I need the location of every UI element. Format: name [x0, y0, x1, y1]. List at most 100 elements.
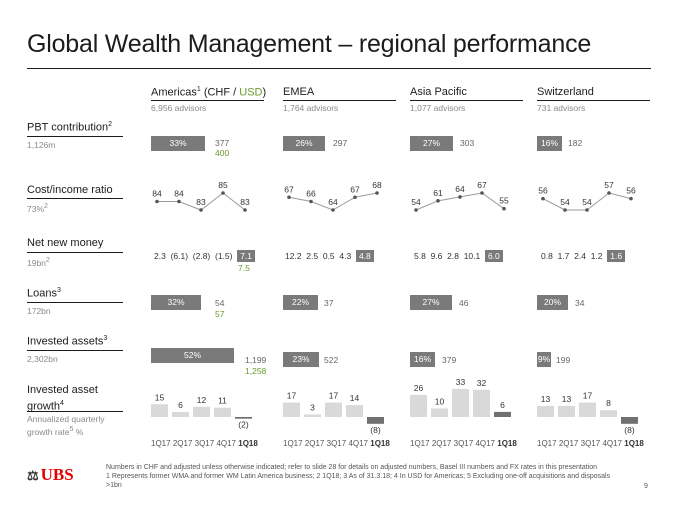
- invested-assets-value: 199: [556, 355, 571, 365]
- growth-bar-label: 6: [500, 400, 505, 410]
- loans-value: 54: [215, 298, 225, 308]
- row-subtotal: 73%2: [27, 202, 48, 214]
- quarter-label: 3Q17: [194, 439, 215, 448]
- growth-bar: [214, 407, 231, 417]
- growth-bar: [346, 405, 363, 417]
- cost-income-label: 84: [174, 189, 184, 199]
- cost-income-label: 54: [560, 197, 570, 207]
- pbt-value-usd: 400: [215, 148, 230, 158]
- cost-income-point: [607, 191, 611, 195]
- ubs-keys-icon: ⚖: [27, 468, 39, 483]
- cost-income-label: 57: [604, 180, 614, 190]
- invested-assets-share-bar: 16%: [410, 352, 435, 367]
- cost-income-point: [585, 208, 589, 212]
- row-header-invested-asset-growth: Invested asset growth4: [27, 384, 127, 414]
- footnote-ref: 3: [103, 335, 108, 342]
- cost-income-label: 67: [477, 180, 487, 190]
- quarter-label-latest: 1Q18: [238, 439, 258, 448]
- cost-income-point: [541, 196, 545, 201]
- quarter-label-latest: 1Q18: [624, 439, 644, 448]
- row-label: Invested asset growth: [27, 384, 98, 413]
- cost-income-point: [414, 208, 418, 212]
- growth-bar-label: 8: [606, 398, 611, 408]
- growth-bar: [235, 417, 252, 419]
- row-subtotal: 2,302bn: [27, 354, 58, 364]
- nnm-value: 2.8: [447, 251, 459, 261]
- cost-income-label: 54: [582, 197, 592, 207]
- row-label: Invested assets: [27, 335, 104, 348]
- quarter-axis: 1Q17 2Q17 3Q17 4Q17 1Q18: [537, 439, 644, 448]
- currency-label: (CHF /: [203, 86, 240, 99]
- footnote-line: 1 Represents former WMA and former WM La…: [106, 473, 611, 489]
- pbt-value: 303: [460, 138, 475, 148]
- nnm-latest-value: 6.0: [484, 250, 503, 262]
- row-subtotal: Annualized quarterly growth rate5 %: [27, 414, 105, 437]
- row-label: Loans: [27, 287, 57, 300]
- cost-income-label: 85: [218, 180, 228, 190]
- quarter-label: 1Q17: [537, 439, 557, 448]
- growth-bar-label: 13: [541, 394, 551, 404]
- footnote-ref: 2: [108, 121, 113, 128]
- quarter-label: 2Q17: [431, 439, 452, 448]
- nnm-value: 2.4: [574, 251, 586, 261]
- growth-bar-label: 14: [350, 393, 360, 403]
- row-header-cost-income: Cost/income ratio: [27, 184, 113, 196]
- row-label: PBT contribution: [27, 121, 109, 134]
- row-header-pbt: PBT contribution2: [27, 121, 112, 134]
- cost-income-point: [221, 191, 225, 195]
- cost-income-point: [353, 195, 357, 200]
- nnm-value: 0.5: [322, 251, 335, 261]
- growth-bar: [473, 389, 490, 417]
- growth-bar: [367, 417, 384, 424]
- nnm-value: 12.2: [285, 251, 302, 261]
- nnm-value: 1.2: [590, 251, 603, 261]
- footnote-ref: 3: [56, 287, 61, 294]
- quarter-label: 2Q17: [304, 439, 325, 448]
- growth-bar: [325, 402, 342, 417]
- invested-assets-value: 522: [324, 355, 339, 365]
- nnm-value: (6.1): [170, 251, 189, 261]
- nnm-latest-value: 1.6: [607, 250, 626, 262]
- quarter-label: 3Q17: [326, 439, 347, 448]
- growth-bar: [621, 417, 638, 424]
- cost-income-label: 84: [152, 189, 162, 199]
- cost-income-point: [331, 208, 335, 212]
- footnote-ref: 5: [69, 425, 74, 433]
- cost-income-label: 64: [455, 184, 465, 194]
- cost-income-point: [436, 199, 440, 203]
- cost-income-label: 67: [284, 184, 294, 194]
- nnm-latest-value: 4.8: [355, 250, 374, 262]
- quarter-label: 4Q17: [216, 439, 237, 448]
- growth-bar-label: 3: [310, 402, 315, 412]
- quarter-label-latest: 1Q18: [370, 439, 390, 448]
- logo-text: UBS: [40, 465, 74, 484]
- growth-bar: [537, 405, 554, 417]
- pbt-value: 297: [333, 138, 348, 148]
- cost-income-label: 55: [499, 196, 509, 206]
- row-subtotal-value: 19bn: [27, 257, 46, 268]
- cost-income-point: [629, 196, 633, 201]
- nnm-value: 2.5: [306, 251, 319, 261]
- cost-income-label: 83: [240, 197, 250, 207]
- quarter-label: 4Q17: [475, 439, 496, 448]
- growth-bar: [304, 414, 321, 417]
- row-divider: [27, 136, 123, 137]
- nnm-value: 1.7: [557, 251, 570, 261]
- column-divider: [151, 100, 264, 101]
- currency-label-end: ): [262, 86, 267, 99]
- quarter-axis: 1Q17 2Q17 3Q17 4Q17 1Q18: [410, 439, 517, 448]
- title-divider: [27, 68, 651, 69]
- loans-share-bar: 27%: [410, 295, 452, 310]
- growth-bar-label: 12: [197, 395, 207, 405]
- invested-assets-value: 379: [442, 355, 457, 365]
- currency-usd-label: USD: [239, 86, 263, 99]
- column-divider: [283, 100, 396, 101]
- footnote-line: Numbers in CHF and adjusted unless other…: [106, 464, 598, 471]
- column-header-asia-pacific: Asia Pacific: [410, 86, 467, 98]
- pbt-share-bar: 16%: [537, 136, 562, 151]
- growth-bar-label: 33: [456, 377, 466, 387]
- cost-income-label: 56: [626, 186, 636, 196]
- growth-bar: [172, 411, 189, 417]
- row-subtotal-line: growth rate: [27, 426, 70, 437]
- row-header-loans: Loans3: [27, 287, 61, 300]
